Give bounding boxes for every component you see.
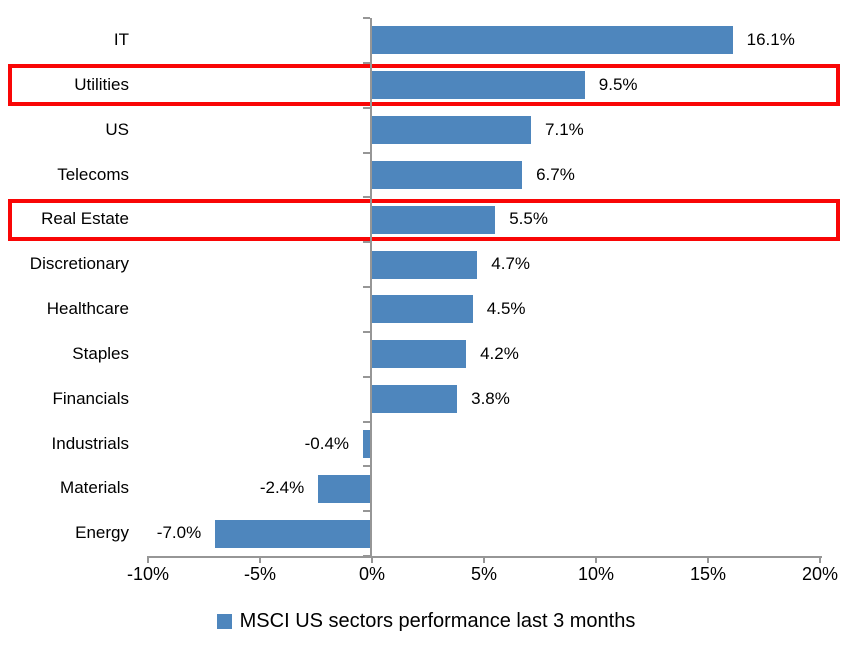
legend-marker-icon <box>216 613 232 629</box>
highlight-box <box>8 198 840 241</box>
x-axis-tick-label: 10% <box>577 564 615 584</box>
legend-label: MSCI US sectors performance last 3 month… <box>239 609 636 632</box>
value-label: 9.5% <box>598 74 638 94</box>
y-axis-tick <box>363 286 370 288</box>
bar <box>372 295 473 324</box>
value-label: 3.8% <box>471 388 510 408</box>
y-axis-tick <box>363 330 370 333</box>
x-axis-tick <box>147 556 149 563</box>
category-label: Staples <box>72 343 129 363</box>
category-label: IT <box>113 30 129 49</box>
y-axis-tick <box>363 61 370 64</box>
bar <box>372 340 467 369</box>
y-axis-tick <box>363 465 370 468</box>
category-label: Materials <box>60 478 129 498</box>
value-label: 7.1% <box>545 119 584 139</box>
value-label: 4.7% <box>491 254 531 274</box>
x-axis-tick-label: 15% <box>689 564 727 584</box>
value-label: 4.2% <box>480 343 519 363</box>
value-label: -2.4% <box>259 478 305 498</box>
x-axis-tick <box>259 556 261 563</box>
x-axis-tick <box>707 556 709 563</box>
x-axis-tick-label: 20% <box>801 564 839 584</box>
value-label: -0.4% <box>304 433 350 453</box>
legend: MSCI US sectors performance last 3 month… <box>0 606 852 636</box>
bar <box>372 71 585 100</box>
x-axis-tick-label: 0% <box>358 564 385 584</box>
bar <box>363 429 372 458</box>
x-axis-tick <box>483 556 485 563</box>
x-axis-tick-label: -5% <box>243 564 276 584</box>
category-label: Real Estate <box>41 209 129 229</box>
y-axis-tick <box>363 151 370 154</box>
value-label: 4.5% <box>486 299 526 318</box>
y-axis-tick <box>363 106 370 109</box>
bar <box>372 250 478 279</box>
bar <box>372 205 496 234</box>
category-label: Industrials <box>51 433 129 453</box>
bar <box>372 385 458 414</box>
bar <box>215 519 372 548</box>
y-axis-tick <box>363 420 370 423</box>
bar <box>372 116 532 145</box>
y-axis-tick <box>363 196 370 199</box>
category-label: US <box>105 119 129 139</box>
category-label: Utilities <box>74 74 129 94</box>
x-axis-tick <box>371 556 373 563</box>
category-label: Discretionary <box>29 254 129 274</box>
category-label: Healthcare <box>46 299 129 318</box>
bar <box>372 160 523 189</box>
bar <box>372 26 733 55</box>
x-axis-tick <box>595 556 597 563</box>
y-axis-tick <box>363 375 370 378</box>
value-label: 16.1% <box>746 30 795 49</box>
value-label: 5.5% <box>509 209 548 229</box>
value-label: -7.0% <box>156 523 202 543</box>
bar <box>318 474 372 503</box>
category-label: Energy <box>75 523 129 543</box>
category-label: Financials <box>52 388 129 408</box>
y-axis-tick <box>363 241 370 244</box>
y-axis-tick <box>363 17 370 19</box>
y-axis-line <box>370 18 372 556</box>
value-label: 6.7% <box>536 164 575 184</box>
x-axis-line <box>148 556 822 558</box>
highlight-box <box>8 64 840 107</box>
y-axis-tick <box>363 510 370 513</box>
category-label: Telecoms <box>57 164 129 184</box>
x-axis-tick <box>819 556 821 563</box>
x-axis-tick-label: 5% <box>470 564 497 584</box>
x-axis-tick-label: -10% <box>126 564 170 584</box>
